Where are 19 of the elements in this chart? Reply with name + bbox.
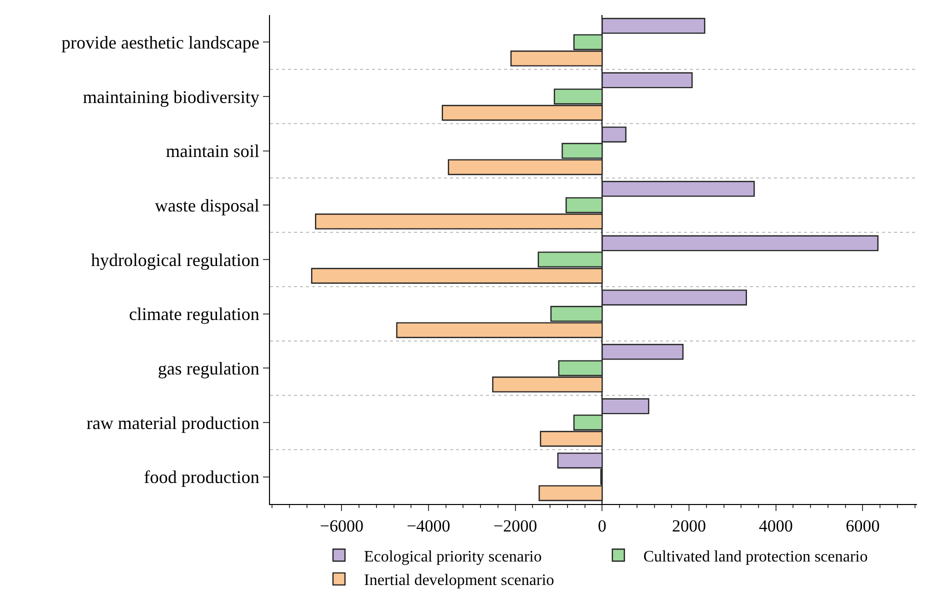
x-tick-label: 6000 xyxy=(846,516,880,536)
y-tick-label: raw material production xyxy=(86,412,260,433)
y-tick-label: provide aesthetic landscape xyxy=(61,32,260,52)
x-tick-label: 2000 xyxy=(672,516,706,536)
y-tick-label: gas regulation xyxy=(158,358,260,378)
legend-label: Ecological priority scenario xyxy=(364,548,542,566)
x-tick-label: −2000 xyxy=(494,516,538,536)
legend-label: Inertial development scenario xyxy=(364,572,554,590)
x-tick-label: −6000 xyxy=(320,516,364,536)
y-tick-label: maintain soil xyxy=(166,141,260,162)
y-tick-label: climate regulation xyxy=(128,304,260,324)
y-tick-label: hydrological regulation xyxy=(90,250,260,270)
y-tick-label: maintaining biodiversity xyxy=(82,86,260,107)
y-tick-label: food production xyxy=(144,467,260,488)
x-tick-label: −4000 xyxy=(406,516,450,536)
x-tick-label: 0 xyxy=(598,516,606,536)
x-tick-label: 4000 xyxy=(758,516,793,536)
y-tick-label: waste disposal xyxy=(154,195,260,216)
legend-label: Cultivated land protection scenario xyxy=(643,548,868,566)
